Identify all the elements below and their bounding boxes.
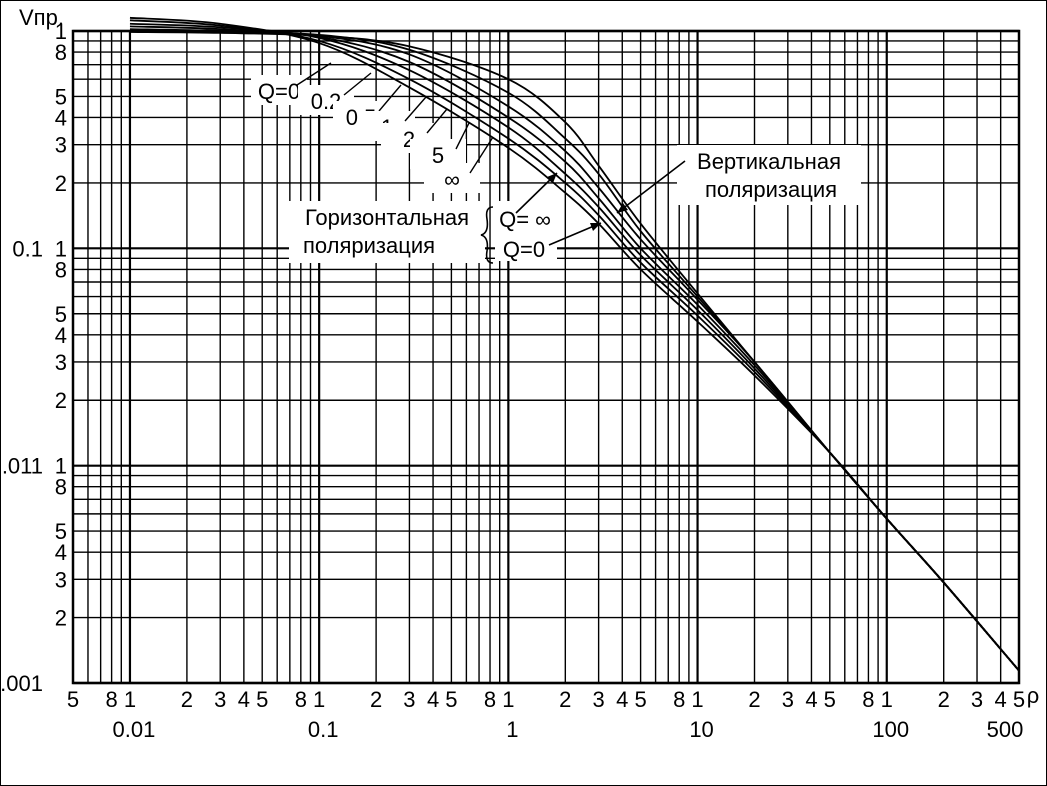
y-tick-label: 3 (55, 350, 67, 375)
x-tick-label: 3 (782, 687, 794, 712)
series-line-0 (129, 31, 1020, 672)
y-decade-label: 0.011 (1, 454, 43, 479)
x-decade-label: 100 (872, 717, 909, 742)
y-tick-label: 1 (55, 19, 67, 44)
x-tick-label: 5 (634, 687, 646, 712)
x-tick-label: 1 (502, 687, 514, 712)
y-tick-label: 2 (55, 606, 67, 631)
x-tick-label: 8 (484, 687, 496, 712)
arrow-head-q-zero (590, 223, 601, 231)
y-tick-label: 1 (55, 454, 67, 479)
q-leader-line (469, 136, 494, 174)
y-tick-label: 4 (55, 105, 67, 130)
x-axis-label: ρ (1027, 683, 1040, 708)
x-decade-label: 500 (987, 717, 1024, 742)
x-tick-label: 8 (105, 687, 117, 712)
x-tick-label: 4 (238, 687, 250, 712)
q-leader-line (378, 84, 402, 112)
arrow-vertical (616, 160, 686, 214)
q-label-bg (424, 163, 480, 193)
x-decade-label: 10 (689, 717, 713, 742)
x-decade-label: 0.01 (113, 717, 156, 742)
x-tick-label: 4 (995, 687, 1007, 712)
x-decade-label: 0.1 (308, 717, 339, 742)
x-tick-label: 8 (295, 687, 307, 712)
y-tick-label: 2 (55, 171, 67, 196)
q-zero-label: Q=0 (503, 237, 545, 262)
q-leader-line (426, 108, 448, 134)
y-tick-label: 2 (55, 388, 67, 413)
q-leader-line (296, 62, 332, 86)
q-label: 5 (432, 143, 444, 168)
x-tick-label: 4 (805, 687, 817, 712)
y-tick-label: 5 (55, 519, 67, 544)
y-decade-label: 0.1 (12, 236, 43, 261)
x-tick-label: 5 (824, 687, 836, 712)
q-pair-bg (495, 201, 557, 261)
series-line-1 (129, 30, 1020, 672)
y-tick-label: 8 (55, 475, 67, 500)
x-tick-label: 1 (691, 687, 703, 712)
y-tick-label: 4 (55, 323, 67, 348)
x-tick-label: 2 (938, 687, 950, 712)
x-tick-label: 3 (971, 687, 983, 712)
x-tick-label: 8 (673, 687, 685, 712)
vertical-annotation-bg (677, 145, 861, 205)
x-tick-label: 2 (748, 687, 760, 712)
series-line-3 (129, 25, 1020, 672)
x-tick-label: 1 (313, 687, 325, 712)
q-inf-label: Q= ∞ (499, 207, 551, 232)
q-label: Q=0 (258, 79, 300, 104)
series-line-4 (129, 22, 1020, 672)
x-decade-label: 1 (506, 717, 518, 742)
q-leader-line (404, 96, 427, 122)
series-line-6 (129, 16, 1020, 672)
q-leader-line (343, 72, 372, 96)
y-tick-label: 4 (55, 540, 67, 565)
x-tick-label: 5 (1013, 687, 1025, 712)
y-tick-label: 8 (55, 40, 67, 65)
x-tick-label: 8 (862, 687, 874, 712)
y-tick-label: 5 (55, 302, 67, 327)
q-leader-line (455, 122, 470, 150)
arrow-head-vertical (617, 203, 628, 213)
q-label-bg (251, 75, 307, 105)
y-tick-label: 3 (55, 567, 67, 592)
x-tick-label: 3 (403, 687, 415, 712)
vertical-annotation-line2: поляризация (705, 177, 837, 202)
y-axis-label: Vпр. (19, 5, 64, 30)
horizontal-annotation-line2: поляризация (303, 233, 435, 258)
y-tick-label: 1 (55, 236, 67, 261)
x-tick-label: 4 (427, 687, 439, 712)
x-tick-label: 1 (124, 687, 136, 712)
x-tick-label: 3 (214, 687, 226, 712)
horizontal-annotation-bg (289, 201, 485, 263)
x-tick-label: 3 (593, 687, 605, 712)
x-tick-label: 2 (559, 687, 571, 712)
vertical-annotation-line1: Вертикальная (697, 149, 841, 174)
x-tick-label: 2 (181, 687, 193, 712)
x-tick-label: 5 (67, 687, 79, 712)
q-label: ∞ (444, 167, 460, 192)
brace (480, 206, 494, 264)
x-tick-label: 1 (881, 687, 893, 712)
y-tick-label: 3 (55, 133, 67, 158)
x-tick-label: 5 (445, 687, 457, 712)
horizontal-annotation-line1: Горизонтальная (305, 205, 469, 230)
y-tick-label: 8 (55, 257, 67, 282)
x-tick-label: 4 (616, 687, 628, 712)
x-tick-label: 5 (256, 687, 268, 712)
arrow-head-q-inf (547, 173, 557, 183)
y-tick-label: 5 (55, 84, 67, 109)
plot-frame (71, 29, 1021, 685)
x-tick-label: 2 (370, 687, 382, 712)
series-line-2 (129, 28, 1020, 672)
y-decade-label: 0.001 (1, 671, 43, 696)
